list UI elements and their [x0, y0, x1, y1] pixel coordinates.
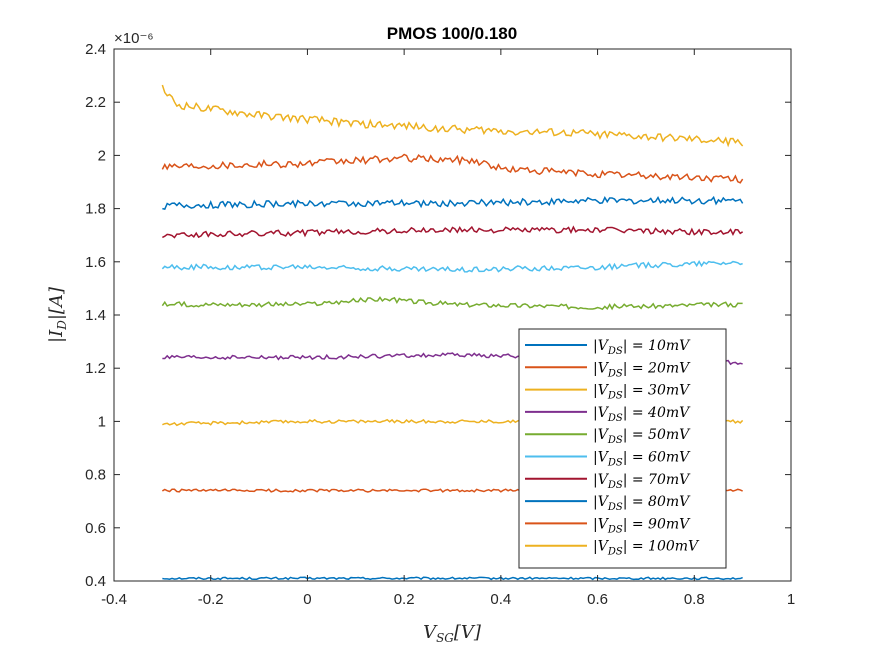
y-tick-label: 1: [98, 413, 106, 430]
chart-title: PMOS 100/0.180: [387, 24, 517, 43]
y-tick-label: 1.2: [85, 360, 106, 377]
x-axis-label: VSG[V]: [423, 622, 482, 645]
legend-label: |VDS| = 30mV: [593, 383, 691, 402]
series-line-10: [161, 84, 744, 148]
x-tick-label: 1: [787, 591, 795, 608]
x-tick-label: 0: [303, 591, 311, 608]
y-tick-label: 2.2: [85, 94, 106, 111]
y-exponent-label: ×10⁻⁶: [114, 30, 154, 47]
y-tick-label: 0.4: [85, 573, 106, 590]
y-tick-label: 2.4: [85, 41, 106, 58]
legend-label: |VDS| = 60mV: [593, 450, 691, 469]
y-tick-label: 1.6: [85, 254, 106, 271]
x-tick-label: 0.2: [394, 591, 415, 608]
series-line-5: [161, 296, 743, 311]
series-layer: [161, 84, 744, 581]
x-tick-label: 0.6: [587, 591, 608, 608]
x-tick-label: 0.4: [490, 591, 511, 608]
y-axis-label: |ID|[A]: [46, 286, 69, 343]
y-tick-label: 0.6: [85, 520, 106, 537]
series-line-8: [162, 195, 744, 210]
y-tick-label: 1.4: [85, 307, 106, 324]
series-line-6: [161, 259, 743, 273]
x-tick-label: -0.2: [198, 591, 224, 608]
legend: |VDS| = 10mV|VDS| = 20mV|VDS| = 30mV|VDS…: [518, 328, 727, 569]
y-tick-label: 0.8: [85, 467, 106, 484]
legend-box: [518, 328, 727, 569]
y-tick-label: 1.8: [85, 201, 106, 218]
x-tick-label: -0.4: [101, 591, 127, 608]
series-line-9: [161, 153, 744, 184]
series-line-1: [162, 576, 743, 581]
series-line-7: [162, 225, 744, 239]
x-tick-label: 0.8: [684, 591, 705, 608]
tick-layer: -0.4 -0.2 0 0.2 0.4 0.6 0.8 1 0.4 0.6 0.8 1 1.2 1.4 1.…: [85, 41, 795, 608]
y-tick-label: 2: [98, 147, 106, 164]
